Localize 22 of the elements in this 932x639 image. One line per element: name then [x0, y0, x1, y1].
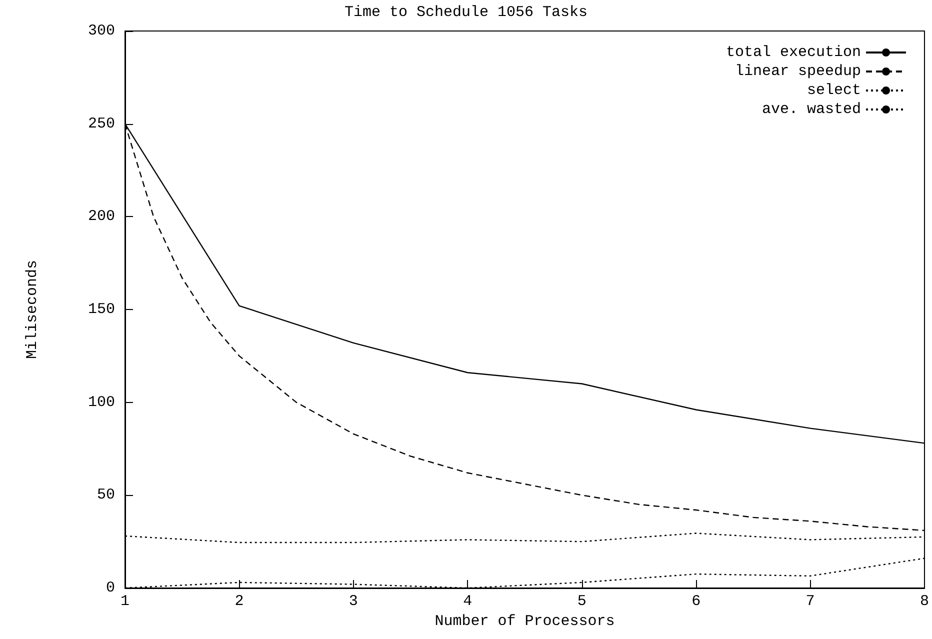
- x-tick-label: 6: [692, 593, 701, 610]
- x-axis-title: Number of Processors: [434, 612, 615, 630]
- y-tick-label: 250: [88, 115, 115, 132]
- y-tick-label: 0: [106, 580, 115, 596]
- legend-label: select: [806, 82, 861, 99]
- legend-label: linear speedup: [734, 63, 861, 80]
- x-tick-label: 5: [577, 593, 586, 610]
- x-tick-label: 1: [120, 593, 130, 610]
- y-tick-label: 300: [88, 22, 115, 40]
- x-tick-label: 7: [806, 593, 815, 610]
- y-tick-label: 100: [88, 394, 115, 411]
- x-tick-label: 8: [920, 593, 930, 610]
- x-tick-label: 2: [234, 593, 244, 610]
- x-tick-label: 3: [348, 593, 358, 610]
- x-tick-label: 4: [463, 593, 472, 610]
- legend-label: total execution: [726, 44, 861, 61]
- y-axis-title: Miliseconds: [24, 260, 41, 360]
- legend-label: ave. wasted: [762, 101, 861, 118]
- y-tick-label: 150: [88, 301, 115, 318]
- y-tick-label: 50: [96, 486, 115, 504]
- chart-title: Time to Schedule 1056 Tasks: [344, 4, 588, 21]
- y-tick-label: 200: [88, 208, 115, 226]
